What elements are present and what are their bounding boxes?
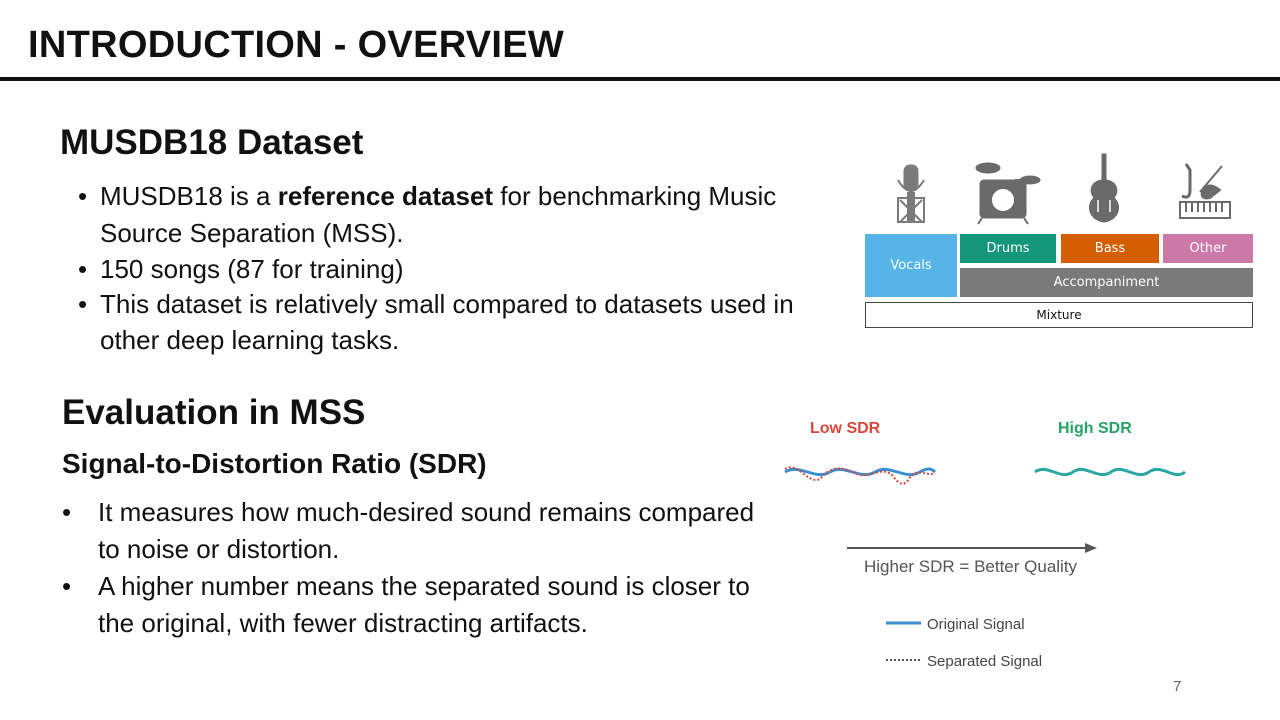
- low-sdr-label: Low SDR: [810, 420, 881, 437]
- title-divider: [0, 77, 1280, 81]
- legend-original-label: Original Signal: [927, 616, 1025, 633]
- page-number: 7: [1173, 678, 1182, 695]
- sdr-bullet-list: It measures how much-desired sound remai…: [62, 494, 762, 642]
- bullet-item: 150 songs (87 for training): [78, 251, 808, 287]
- slide-title: INTRODUCTION - OVERVIEW: [28, 24, 565, 66]
- quality-arrow: [847, 543, 1097, 553]
- sdr-waveforms: [784, 466, 1186, 485]
- low-sdr-separated-wave: [784, 466, 936, 485]
- section-heading-musdb18: MUSDB18 Dataset: [60, 123, 364, 162]
- double-bass-icon: [1088, 153, 1120, 223]
- high-sdr-label: High SDR: [1058, 420, 1132, 437]
- accompaniment-block: Accompaniment: [960, 268, 1253, 297]
- bullet-item: This dataset is relatively small compare…: [78, 286, 808, 358]
- section-subheading-sdr: Signal-to-Distortion Ratio (SDR): [62, 448, 487, 479]
- bold-phrase: reference dataset: [277, 181, 494, 211]
- section-heading-evaluation: Evaluation in MSS: [62, 393, 366, 432]
- legend-separated-label: Separated Signal: [927, 653, 1043, 670]
- drums-block: Drums: [960, 234, 1056, 263]
- bullet-item: MUSDB18 is a reference dataset for bench…: [78, 178, 808, 252]
- instrument-icons: [897, 153, 1231, 225]
- legend-swatches: [886, 621, 921, 661]
- low-sdr-original-wave: [784, 467, 937, 477]
- microphone-icon: [897, 164, 925, 223]
- bass-block: Bass: [1061, 234, 1159, 263]
- drum-kit-icon: [975, 162, 1041, 225]
- vocals-block: Vocals: [865, 234, 957, 297]
- saxophone-violin-keyboard-icon: [1179, 163, 1231, 219]
- other-block: Other: [1163, 234, 1253, 263]
- bullet-item: A higher number means the separated soun…: [62, 568, 762, 642]
- high-sdr-wave: [1034, 467, 1186, 477]
- bullet-item: It measures how much-desired sound remai…: [62, 494, 762, 568]
- mixture-block: Mixture: [865, 302, 1253, 328]
- quality-arrow-label: Higher SDR = Better Quality: [864, 557, 1078, 576]
- musdb18-bullet-list: MUSDB18 is a reference dataset for bench…: [78, 178, 808, 358]
